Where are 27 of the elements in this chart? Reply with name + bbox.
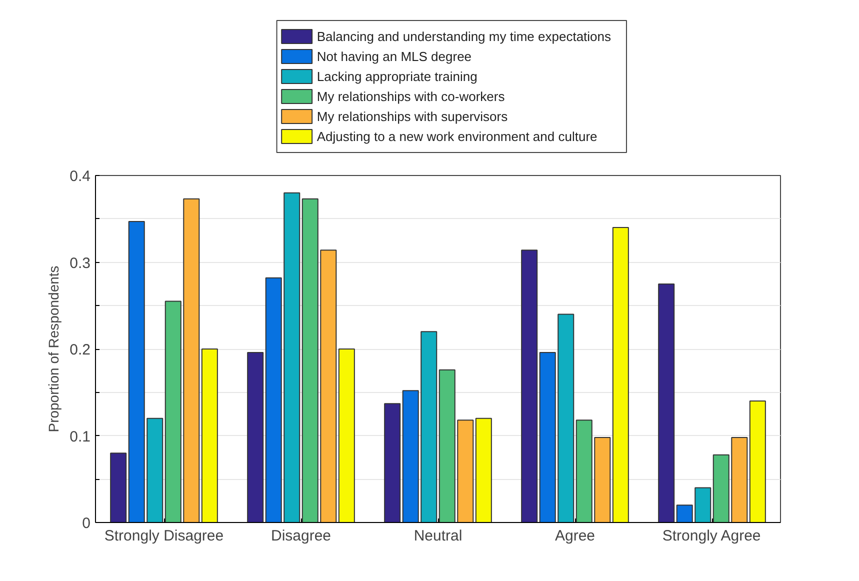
y-axis-title: Proportion of Respondents	[46, 266, 62, 432]
y-tick-label: 0.1	[70, 428, 91, 446]
x-tick-label: Disagree	[270, 528, 332, 544]
legend-label: Adjusting to a new work environment and culture	[316, 129, 598, 144]
bar	[384, 403, 401, 522]
legend-label: My relationships with supervisors	[316, 109, 508, 124]
x-tick-label: Agree	[554, 528, 596, 544]
bar	[338, 348, 355, 522]
bar	[612, 227, 629, 522]
y-tick-label: 0	[82, 515, 90, 532]
bar	[110, 452, 127, 522]
bar	[201, 348, 218, 522]
legend-label: Lacking appropriate training	[316, 69, 478, 84]
bar	[475, 418, 492, 522]
bar	[521, 250, 538, 522]
y-tick-label: 0.2	[70, 342, 91, 358]
y-tick-label: 0.4	[70, 168, 91, 185]
legend-label: Balancing and understanding my time expectations	[316, 29, 612, 44]
y-tick-label: 0.3	[70, 254, 91, 272]
legend-label: My relationships with co-workers	[316, 89, 506, 104]
bar	[658, 283, 675, 522]
legend-label: Not having an MLS degree	[316, 49, 472, 64]
bar	[749, 400, 766, 522]
x-tick-label: Strongly Disagree	[104, 528, 224, 544]
x-tick-label: Neutral	[414, 528, 462, 544]
bar	[247, 352, 264, 522]
x-tick-label: Strongly Agree	[662, 528, 761, 544]
